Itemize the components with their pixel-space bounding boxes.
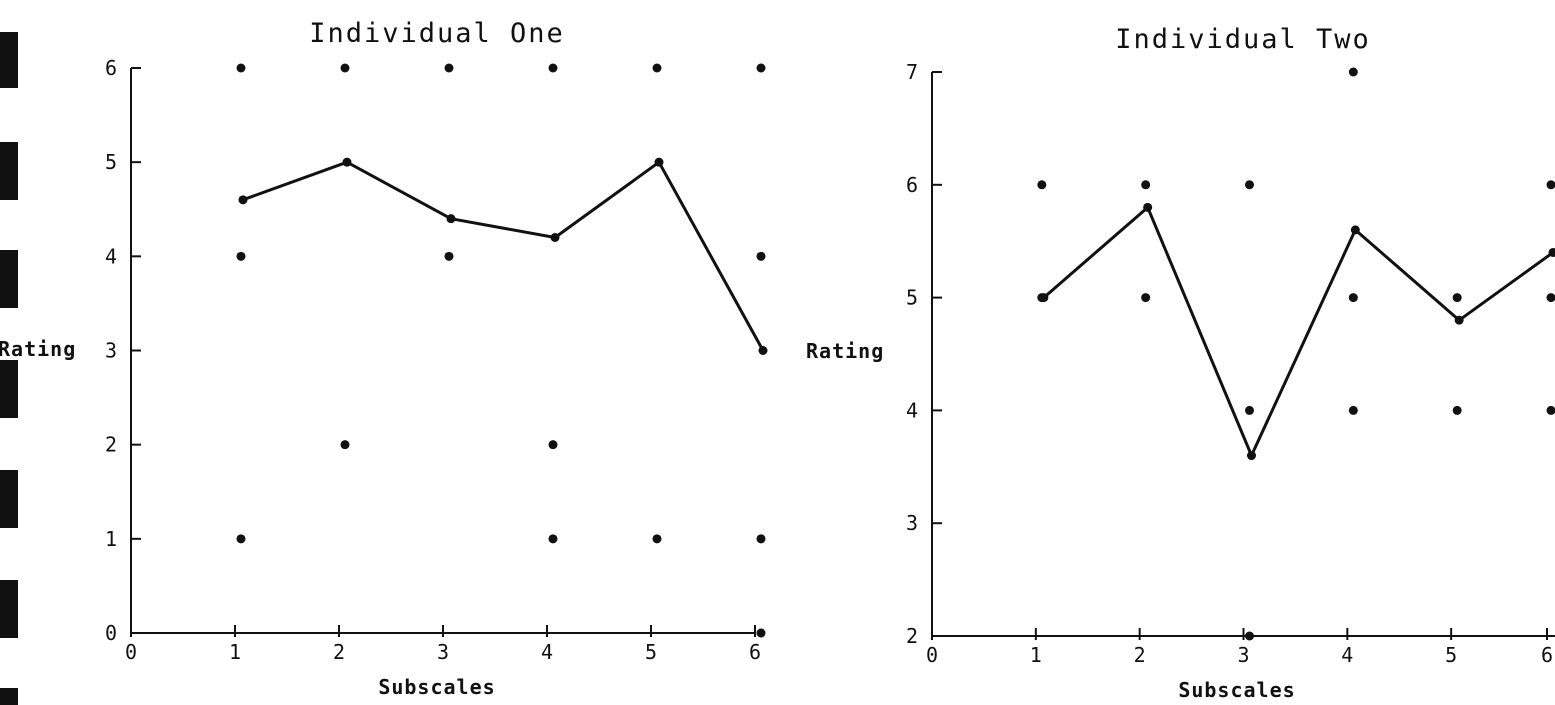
y-tick-label: 0 [105,621,117,645]
response-point [1037,180,1047,190]
mark-group [1037,67,1555,641]
response-point [756,251,766,261]
tick-group: 0 1 2 3 4 5 6 0 1 2 3 4 5 6 [105,56,761,664]
response-point [548,534,558,544]
chart-individual-two: Individual Two Rating Subscales 0 1 2 3 4 5 6 2… [806,24,1555,702]
y-tick-label: 6 [105,56,117,80]
chart-title: Individual Two [1115,24,1371,55]
y-tick-label: 6 [906,173,918,197]
response-point [548,440,558,450]
mean-rating-line [242,160,765,352]
mean-rating-point [1039,293,1049,303]
response-point [652,63,662,73]
film-edge-mark [0,250,18,308]
film-edge-mark [0,32,18,88]
response-point [1245,180,1254,190]
response-point [1452,293,1462,303]
response-point [444,251,454,261]
x-tick-label: 0 [125,640,137,664]
mean-rating-point [342,157,352,167]
mean-rating-point [550,233,560,242]
response-point [756,63,766,73]
response-point [756,534,766,544]
mean-rating-line [1042,205,1554,457]
y-tick-label: 4 [906,398,918,422]
response-point [1452,405,1462,415]
x-tick-label: 3 [437,640,449,664]
x-tick-label: 5 [1445,643,1457,667]
response-point [236,251,246,261]
response-point [340,440,350,450]
response-point [1348,405,1358,415]
response-point [236,534,246,544]
mean-rating-point [758,346,768,355]
response-point [548,63,558,73]
film-edge-mark [0,688,18,705]
y-tick-label: 3 [906,511,918,535]
response-point [1245,631,1254,641]
x-tick-label: 3 [1237,643,1249,667]
response-point [1141,180,1151,190]
mean-rating-point [1350,225,1360,235]
x-tick-label: 6 [1541,643,1553,667]
film-edge-mark [0,142,18,200]
response-point [1348,67,1358,77]
mean-rating-point [1143,202,1153,212]
x-axis-title: Subscales [1178,678,1295,702]
x-tick-label: 4 [541,640,553,664]
y-tick-label: 5 [906,286,918,310]
x-axis-title: Subscales [378,675,495,699]
x-tick-label: 1 [229,640,241,664]
mean-rating-point [446,214,456,224]
x-tick-label: 1 [1030,643,1042,667]
tick-group: 0 1 2 3 4 5 6 2 3 4 5 6 7 [906,60,1553,667]
mean-rating-point [1247,451,1256,461]
y-tick-label: 4 [105,244,117,268]
mean-rating-point [654,157,664,167]
response-point [236,63,246,73]
film-edge-mark [0,360,18,418]
response-point [1546,293,1555,303]
y-tick-label: 2 [906,624,918,648]
y-axis-title: Rating [0,337,76,361]
x-tick-label: 4 [1341,643,1353,667]
x-tick-label: 2 [1134,643,1146,667]
y-tick-label: 2 [105,433,117,457]
response-point [1141,293,1151,303]
response-point [1546,405,1555,415]
response-point [756,628,766,638]
x-tick-label: 6 [749,640,761,664]
mark-group [236,63,768,638]
mean-rating-point [1548,247,1555,257]
x-tick-label: 0 [926,643,938,667]
response-point [1546,180,1555,190]
x-tick-label: 5 [645,640,657,664]
y-tick-label: 1 [105,527,117,551]
y-tick-label: 7 [906,60,918,84]
response-point [1348,293,1358,303]
mean-rating-point [1454,315,1464,325]
film-edge-mark [0,470,18,528]
chart-title: Individual One [309,18,565,49]
response-point [340,63,350,73]
left-edge-marks [0,32,18,705]
y-tick-label: 3 [105,339,117,363]
chart-individual-one: Individual One Rating Subscales 0 1 2 3 4 5 60… [0,18,768,699]
response-point [1245,405,1254,415]
film-edge-mark [0,580,18,638]
y-axis-title: Rating [806,339,884,363]
mean-rating-point [238,195,248,205]
response-point [444,63,454,73]
x-tick-label: 2 [333,640,345,664]
response-point [652,534,662,544]
y-tick-label: 5 [105,150,117,174]
